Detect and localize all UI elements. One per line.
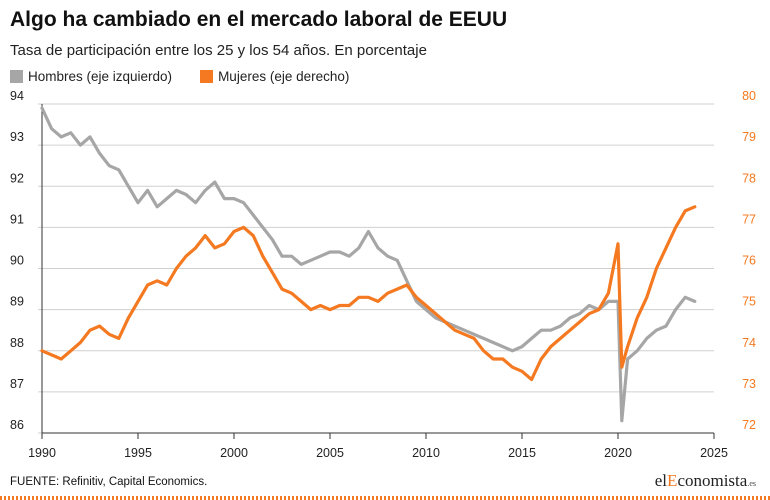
legend-label-hombres: Hombres (eje izquierdo) (28, 69, 173, 84)
y-right-tick-label: 79 (742, 130, 756, 144)
chart-legend: Hombres (eje izquierdo) Mujeres (eje der… (10, 69, 377, 84)
y-left-tick-label: 94 (10, 89, 24, 103)
y-right-tick-label: 73 (742, 377, 756, 391)
chart-subtitle: Tasa de participación entre los 25 y los… (10, 42, 427, 59)
chart-title: Algo ha cambiado en el mercado laboral d… (10, 8, 508, 31)
x-tick-label: 2010 (412, 446, 440, 460)
axes: 86 87 88 89 90 91 92 93 94 72 73 74 75 76 77 78 79 80 1990… (10, 89, 756, 460)
x-tick-label: 2000 (220, 446, 248, 460)
y-left-tick-label: 86 (10, 418, 24, 432)
series-group (40, 106, 697, 423)
source-note: FUENTE: Refinitiv, Capital Economics. (10, 476, 208, 488)
y-right-tick-label: 77 (742, 212, 756, 226)
y-right-tick-label: 74 (742, 336, 756, 350)
legend-swatch-mujeres (200, 70, 214, 83)
y-right-tick-label: 80 (742, 89, 756, 103)
y-left-tick-label: 87 (10, 377, 24, 391)
legend-label-mujeres: Mujeres (eje derecho) (218, 69, 350, 84)
x-tick-label: 2020 (604, 446, 632, 460)
publisher-logo: elEconomista.es (654, 471, 756, 490)
y-left-tick-label: 91 (10, 212, 24, 226)
y-left-tick-label: 92 (10, 171, 24, 185)
x-tick-label: 1990 (28, 446, 56, 460)
x-tick-label: 2025 (700, 446, 728, 460)
y-right-tick-label: 72 (742, 418, 756, 432)
y-right-tick-label: 76 (742, 254, 756, 268)
x-tick-label: 2005 (316, 446, 344, 460)
y-right-tick-label: 78 (742, 171, 756, 185)
y-left-tick-label: 90 (10, 254, 24, 268)
bottom-decor-bar (0, 496, 770, 500)
y-left-tick-label: 93 (10, 130, 24, 144)
legend-item-mujeres: Mujeres (eje derecho) (200, 69, 349, 84)
series-line-hombres (40, 106, 697, 423)
y-left-tick-label: 89 (10, 295, 24, 309)
y-right-tick-label: 75 (742, 295, 756, 309)
x-tick-label: 1995 (124, 446, 152, 460)
y-left-tick-label: 88 (10, 336, 24, 350)
legend-swatch-hombres (10, 70, 23, 83)
legend-item-hombres: Hombres (eje izquierdo) (10, 69, 172, 84)
x-tick-label: 2015 (508, 446, 536, 460)
series-line-mujeres (40, 205, 697, 382)
